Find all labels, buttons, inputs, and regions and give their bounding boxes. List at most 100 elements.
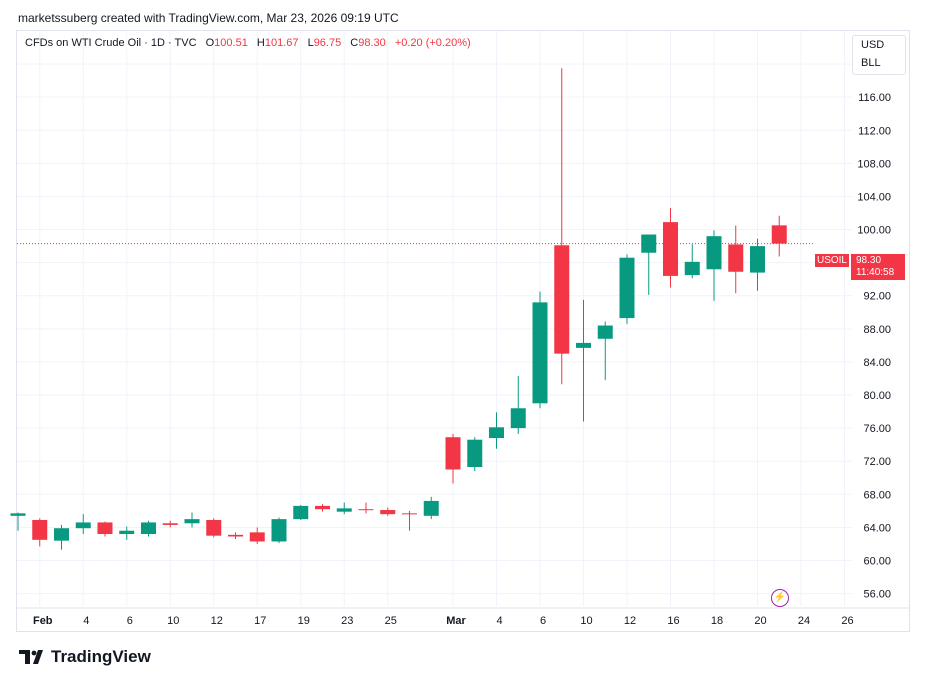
low-value: 96.75 xyxy=(313,37,342,49)
x-tick-label: 20 xyxy=(754,615,766,627)
candle-body xyxy=(228,534,243,537)
x-tick-label: 19 xyxy=(298,615,310,627)
candle-body xyxy=(467,439,483,468)
unit-label[interactable]: BLL xyxy=(861,57,881,69)
chart-frame xyxy=(16,30,910,632)
open-label: O xyxy=(205,37,215,49)
candle-body xyxy=(402,513,417,515)
lightning-icon[interactable]: ⚡ xyxy=(771,589,789,607)
candle-body xyxy=(576,342,591,348)
candle[interactable] xyxy=(684,244,700,279)
candle[interactable] xyxy=(532,291,548,409)
candle[interactable] xyxy=(445,433,461,484)
candle[interactable] xyxy=(380,507,396,516)
candle[interactable] xyxy=(402,510,417,531)
gridlines xyxy=(17,31,852,606)
x-tick-label: 4 xyxy=(83,615,89,627)
x-tick-label: 23 xyxy=(341,615,353,627)
candle-body xyxy=(75,522,91,529)
last-price-label: USOIL 98.30 11:40:58 xyxy=(815,254,905,280)
symbol-tag: USOIL xyxy=(815,254,849,267)
candle[interactable] xyxy=(119,526,135,540)
candle[interactable] xyxy=(206,518,222,538)
candle-body xyxy=(771,225,787,244)
change-value: +0.20 (+0.20%) xyxy=(394,37,471,49)
candle[interactable] xyxy=(750,238,765,291)
candle[interactable] xyxy=(97,521,113,537)
y-tick-label: 76.00 xyxy=(863,423,891,435)
candle[interactable] xyxy=(184,512,200,528)
candle[interactable] xyxy=(641,234,657,295)
candle[interactable] xyxy=(228,532,243,539)
y-tick-label: 112.00 xyxy=(858,125,891,137)
candle-body xyxy=(641,234,657,253)
x-tick-label: 24 xyxy=(798,615,810,627)
candle[interactable] xyxy=(510,376,526,434)
candle-body xyxy=(728,244,744,272)
candle-body xyxy=(141,522,156,535)
candle[interactable] xyxy=(597,321,613,381)
price-tag: 98.30 11:40:58 xyxy=(851,254,905,280)
candle[interactable] xyxy=(293,505,309,520)
tradingview-logo-mark xyxy=(19,650,43,664)
candle[interactable] xyxy=(336,502,352,515)
creator-line: marketssuberg created with TradingView.c… xyxy=(18,11,399,25)
x-tick-label: 6 xyxy=(127,615,133,627)
candle-body xyxy=(597,325,613,339)
candle[interactable] xyxy=(771,215,787,257)
candle[interactable] xyxy=(54,524,69,550)
candle[interactable] xyxy=(75,514,91,535)
candle[interactable] xyxy=(10,512,26,531)
candle-body xyxy=(684,261,700,276)
candle[interactable] xyxy=(467,437,483,472)
candle[interactable] xyxy=(358,502,374,514)
last-price: 98.30 xyxy=(856,255,882,266)
y-tick-label: 100.00 xyxy=(857,225,891,237)
candle[interactable] xyxy=(271,517,287,544)
y-tick-label: 92.00 xyxy=(863,291,891,303)
candle-body xyxy=(162,523,178,525)
time-axis: Feb 4 6 10 12 17 19 23 25 Mar 4 6 10 12 16 18 20 24 26 xyxy=(17,607,909,627)
candle-body xyxy=(336,508,352,512)
unit-selector[interactable]: USD BLL xyxy=(852,35,906,75)
candle-body xyxy=(10,513,26,516)
x-tick-label: 26 xyxy=(841,615,853,627)
candle[interactable] xyxy=(489,412,504,449)
candle[interactable] xyxy=(423,496,439,520)
candle[interactable] xyxy=(315,504,330,512)
candle[interactable] xyxy=(576,299,591,422)
candles xyxy=(10,68,787,550)
candle-body xyxy=(706,236,722,270)
candle[interactable] xyxy=(32,518,48,547)
y-tick-label: 104.00 xyxy=(857,191,891,203)
x-tick-label: Feb xyxy=(33,615,53,627)
candle[interactable] xyxy=(249,527,265,544)
low-label: L xyxy=(307,37,314,49)
candle-body xyxy=(32,519,48,540)
candle-body xyxy=(663,222,678,276)
symbol-description[interactable]: CFDs on WTI Crude Oil · 1D · TVC xyxy=(25,37,197,49)
currency-label[interactable]: USD xyxy=(861,39,885,51)
high-value: 101.67 xyxy=(264,37,299,49)
candle[interactable] xyxy=(619,254,635,324)
candle[interactable] xyxy=(728,225,744,294)
y-tick-label: 88.00 xyxy=(863,324,891,336)
price-axis: 56.00 60.00 64.00 68.00 72.00 76.00 80.00 84.00… xyxy=(857,59,891,600)
y-tick-label: 72.00 xyxy=(863,456,891,468)
candle[interactable] xyxy=(706,230,722,301)
candle[interactable] xyxy=(141,520,156,537)
candle[interactable] xyxy=(663,208,678,288)
high-label: H xyxy=(256,37,265,49)
y-tick-label: 84.00 xyxy=(863,357,891,369)
x-tick-label: 17 xyxy=(254,615,266,627)
x-tick-label: Mar xyxy=(446,615,466,627)
candle-body xyxy=(206,519,222,536)
candle-body xyxy=(249,532,265,542)
legend-header: CFDs on WTI Crude Oil · 1D · TVC O100.51… xyxy=(25,37,471,49)
x-tick-label: 10 xyxy=(580,615,592,627)
x-tick-label: 16 xyxy=(667,615,679,627)
candle[interactable] xyxy=(162,520,178,528)
y-tick-label: 64.00 xyxy=(863,522,891,534)
candle[interactable] xyxy=(554,68,570,385)
